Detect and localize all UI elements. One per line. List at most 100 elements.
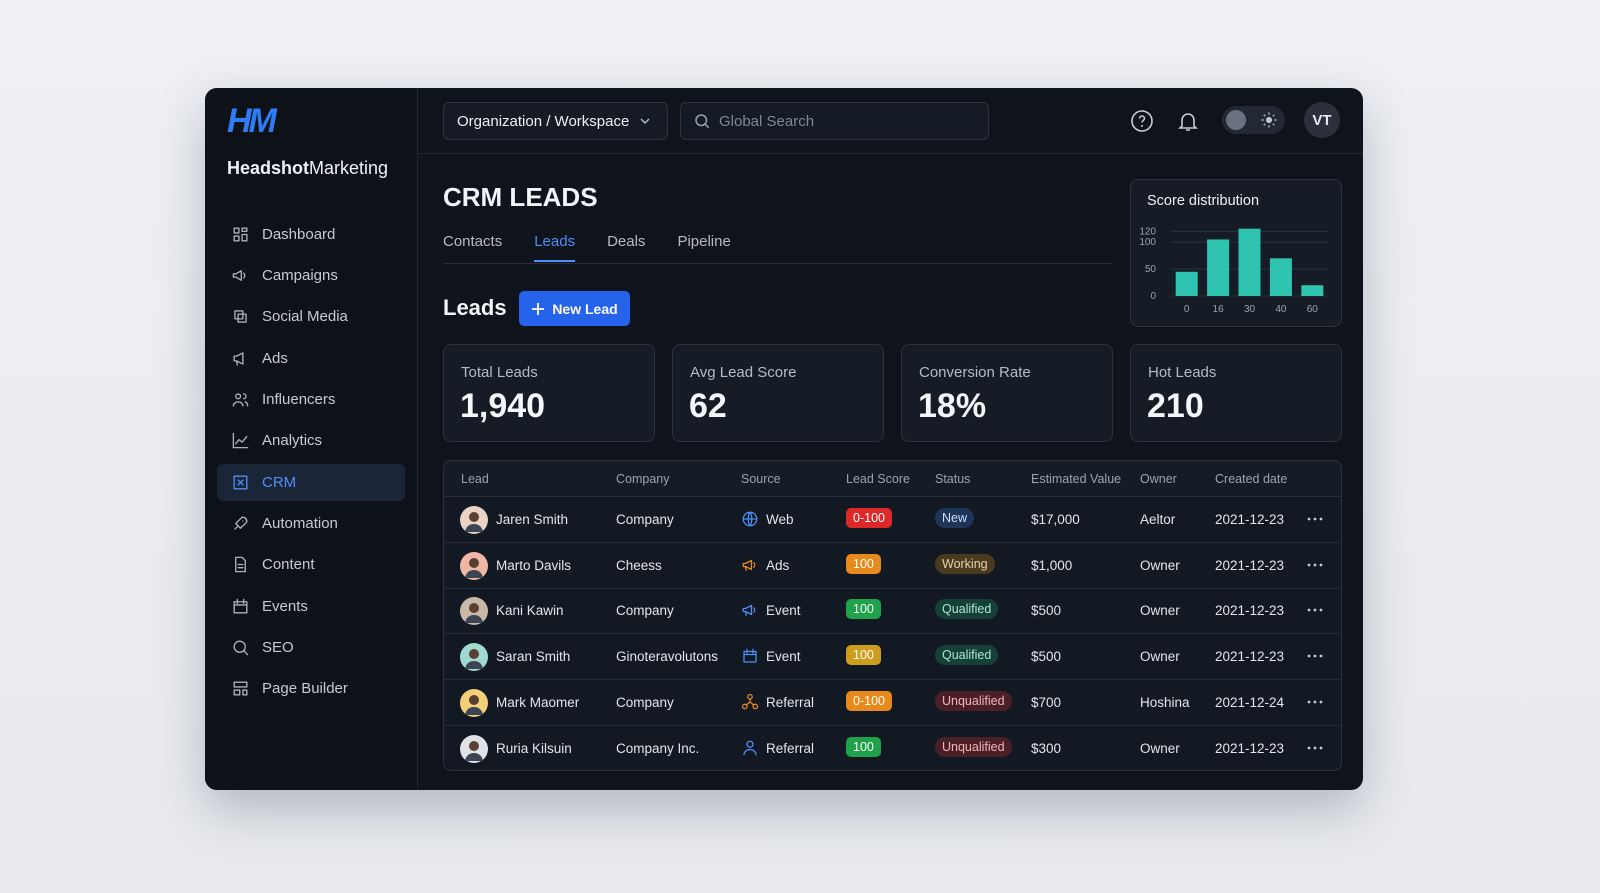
column-header: Company <box>616 472 670 486</box>
menu-dot <box>1313 563 1317 567</box>
created-date: 2021-12-23 <box>1215 512 1285 527</box>
icon <box>742 511 758 527</box>
search-placeholder: Global Search <box>719 112 815 130</box>
stat-value: 1,940 <box>460 387 546 425</box>
stat-card: Hot Leads 210 <box>1130 344 1342 442</box>
sun-icon <box>1261 112 1277 128</box>
stat-value: 18% <box>918 387 987 425</box>
nav-item[interactable]: Dashboard <box>217 216 405 253</box>
icon-path <box>233 226 248 242</box>
score-cell: 100 <box>846 645 881 666</box>
tab[interactable]: Pipeline <box>677 233 731 250</box>
y-tick-label: 0 <box>1150 291 1156 302</box>
nav-item[interactable]: Events <box>217 588 405 625</box>
avatar-head <box>469 740 479 751</box>
topbar-divider <box>418 153 1363 154</box>
status-cell: Unqualified <box>935 690 1012 711</box>
status-cell: Qualified <box>935 599 999 620</box>
source: Web <box>766 512 794 527</box>
icon <box>233 681 248 696</box>
lead-avatar <box>460 643 488 672</box>
score-cell: 0-100 <box>846 508 892 528</box>
nav-item[interactable]: Page Builder <box>217 670 405 707</box>
tab[interactable]: Leads <box>534 233 576 262</box>
company: Company <box>616 512 674 527</box>
created-date: 2021-12-23 <box>1215 740 1285 756</box>
avatar-head <box>469 694 479 705</box>
row-menu[interactable] <box>1306 601 1324 619</box>
workspace-label: Organization / Workspace <box>457 112 630 130</box>
estimated-value: $500 <box>1031 603 1062 619</box>
tab[interactable]: Deals <box>607 233 646 250</box>
nav-item[interactable]: SEO <box>217 629 405 666</box>
lead-name: Kani Kawin <box>496 603 564 619</box>
score-badge: 100 <box>846 553 881 574</box>
score-badge: 0-100 <box>846 508 892 528</box>
source: Referral <box>766 694 815 710</box>
page-title: CRM LEADS <box>443 182 598 212</box>
new-lead-button[interactable]: New Lead <box>519 291 630 326</box>
icon-path <box>232 393 249 407</box>
menu-dot <box>1319 563 1323 567</box>
bell-icon[interactable] <box>1176 109 1200 133</box>
logo: HM <box>227 102 277 140</box>
nav-item[interactable]: Content <box>217 546 405 583</box>
tab[interactable]: Contacts <box>443 233 503 250</box>
menu-dot <box>1319 700 1323 704</box>
row-menu[interactable] <box>1306 739 1324 757</box>
avatar-body <box>465 615 483 624</box>
nav-item[interactable]: CRM <box>217 463 405 501</box>
table-row: Kani Kawin Company Event 100 Qualified $500 Ow… <box>444 588 1341 635</box>
icon <box>743 648 757 663</box>
stat-card: Total Leads 1,940 <box>443 344 655 442</box>
owner: Owner <box>1140 649 1180 665</box>
table-header: Lead Company Source Lead Score Status Estimat… <box>444 461 1341 497</box>
x-tick-label: 30 <box>1244 304 1256 315</box>
row-menu[interactable] <box>1306 693 1324 711</box>
icon <box>234 516 248 530</box>
brand-name: HeadshotMarketing <box>227 158 388 179</box>
row-menu[interactable] <box>1306 510 1324 528</box>
row-menu[interactable] <box>1306 647 1324 665</box>
column-header: Source <box>741 472 781 486</box>
icon <box>233 226 248 242</box>
nav-item[interactable]: Analytics <box>217 422 405 459</box>
score-cell: 100 <box>846 553 881 574</box>
lead-name: Ruria Kilsuin <box>496 740 572 756</box>
score-badge: 100 <box>846 736 881 757</box>
nav-item[interactable]: Campaigns <box>217 257 405 294</box>
nav-item[interactable]: Ads <box>217 340 405 377</box>
table-row: Ruria Kilsuin Company Inc. Referral 100 Unqu… <box>444 726 1341 771</box>
company: Company <box>616 694 674 710</box>
tabs-divider <box>443 263 1113 264</box>
nav-item[interactable]: Social Media <box>217 298 405 335</box>
theme-toggle[interactable] <box>1222 106 1285 134</box>
nav-item[interactable]: Influencers <box>217 381 405 418</box>
search-box[interactable]: Global Search <box>680 102 989 140</box>
estimated-value: $17,000 <box>1031 512 1080 527</box>
estimated-value: $300 <box>1031 740 1062 756</box>
user-avatar[interactable]: VT <box>1304 102 1340 138</box>
source: Event <box>766 603 801 619</box>
avatar-body <box>465 524 483 532</box>
score-badge: 0-100 <box>846 690 892 711</box>
search-icon <box>695 114 710 129</box>
icon <box>233 475 248 490</box>
table-row: Jaren Smith Company Web 0-100 New $17,000 Aelt… <box>444 497 1341 543</box>
icon <box>234 310 247 323</box>
company: Ginoteravolutons <box>616 649 719 665</box>
tabs: Contacts Leads Deals Pipeline <box>443 233 731 262</box>
menu-dot <box>1319 608 1323 612</box>
help-icon[interactable] <box>1130 109 1154 133</box>
row-menu[interactable] <box>1306 556 1324 574</box>
menu-dot <box>1307 563 1311 567</box>
menu-dot <box>1307 608 1311 612</box>
workspace-select[interactable]: Organization / Workspace <box>443 102 668 140</box>
icon-path <box>232 269 246 281</box>
y-tick-label: 100 <box>1139 237 1156 248</box>
nav-item[interactable]: Automation <box>217 505 405 542</box>
icon <box>232 432 249 449</box>
nav-label: Analytics <box>262 432 323 450</box>
stat-label: Conversion Rate <box>919 364 1031 381</box>
